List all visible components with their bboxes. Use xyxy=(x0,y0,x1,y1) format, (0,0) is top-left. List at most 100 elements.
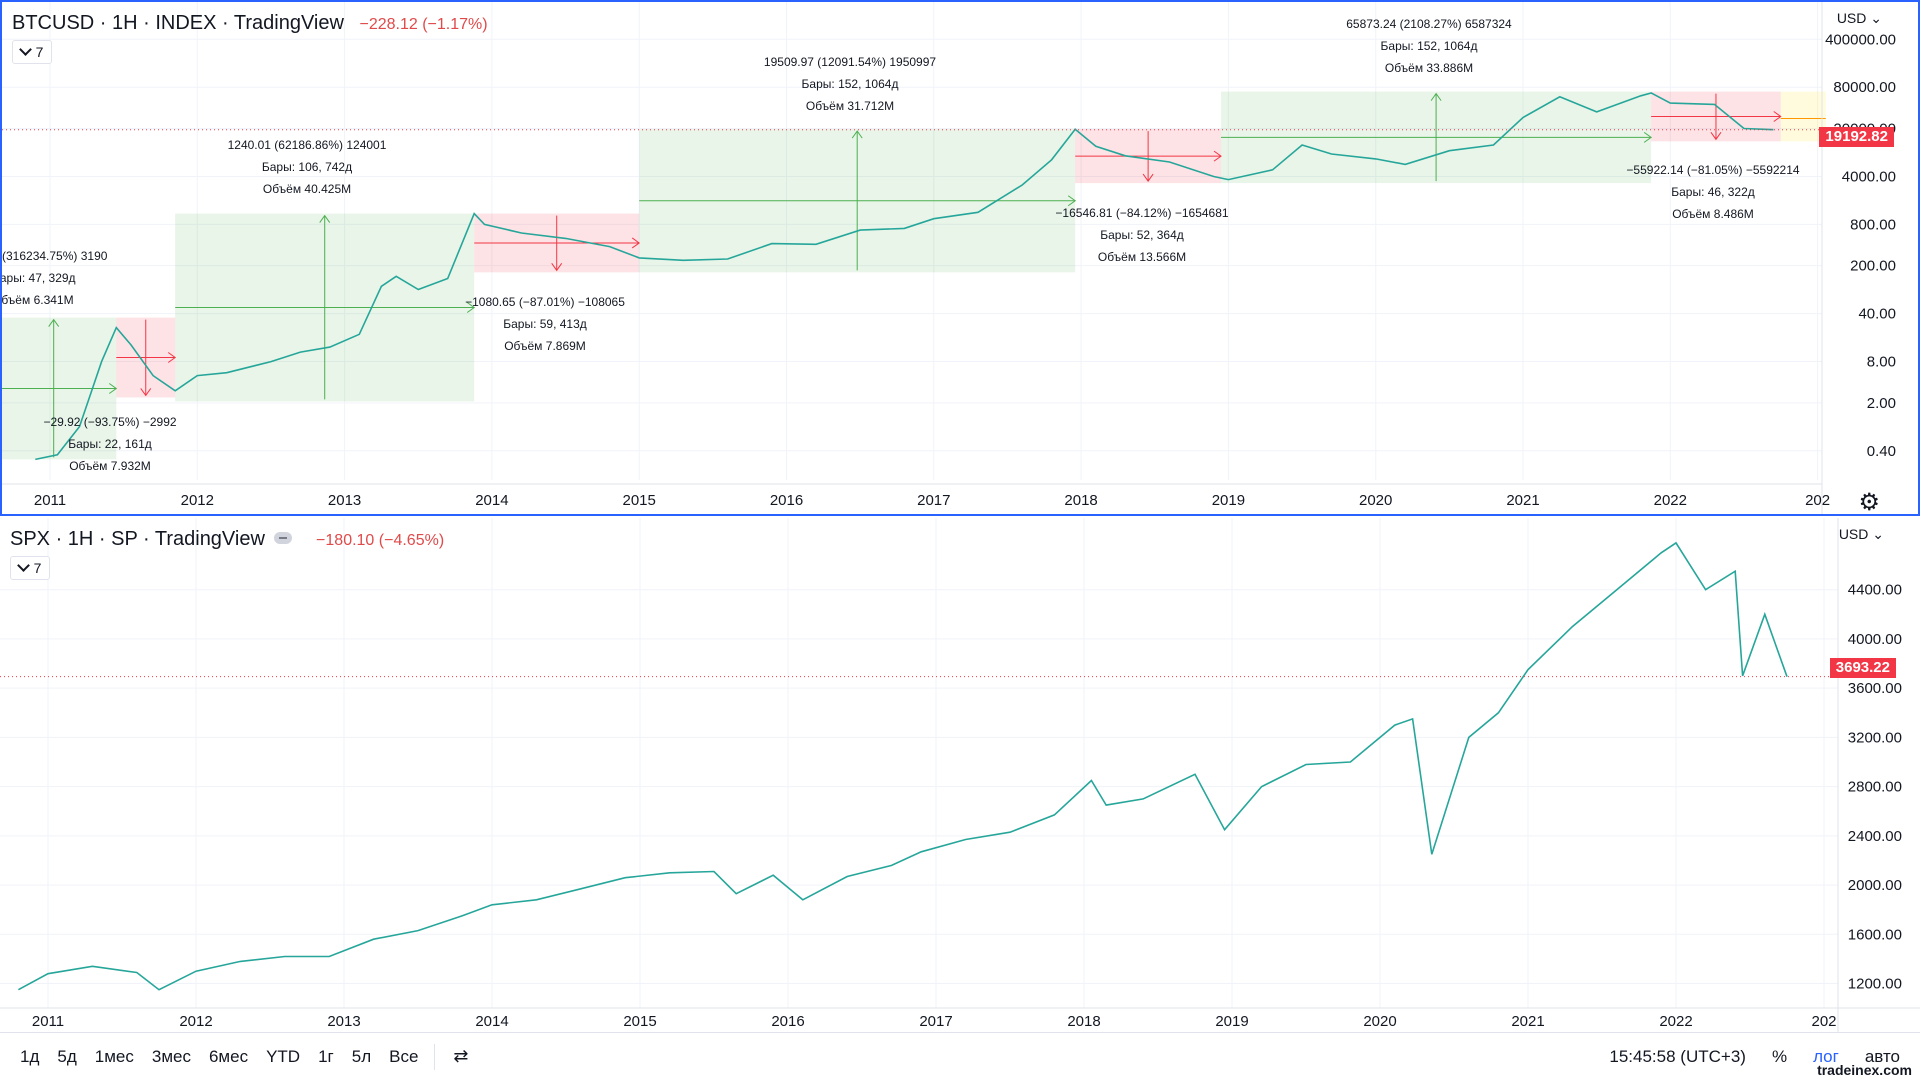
bottom-toolbar: 1д 5д 1мес 3мес 6мес YTD 1г 5л Все ⇄ 15:… xyxy=(0,1032,1920,1080)
chevron-down-icon xyxy=(16,559,30,572)
spx-x-tick: 2012 xyxy=(179,1013,212,1030)
btc-measure-label: Бары: 59, 413д xyxy=(503,317,587,331)
btc-x-tick: 2013 xyxy=(328,492,361,509)
spx-x-tick: 202 xyxy=(1811,1013,1836,1030)
btc-measure-label: Бары: 106, 742д xyxy=(262,160,352,174)
btc-range-arrow xyxy=(108,383,118,394)
btc-range-arrow xyxy=(1213,150,1222,162)
timeframe-1y[interactable]: 1г xyxy=(318,1046,334,1066)
btc-measure-label: Бары: 22, 161д xyxy=(68,437,152,451)
btc-indicators-count: 7 xyxy=(35,44,44,60)
btc-range-arrow xyxy=(1067,195,1077,207)
percent-scale-button[interactable]: % xyxy=(1771,1047,1788,1066)
btc-x-tick: 2015 xyxy=(623,492,656,509)
spx-legend: SPX · 1H · SP · TradingView −180.10 (−4.… xyxy=(10,528,444,551)
btc-legend: BTCUSD · 1H · INDEX · TradingView −228.1… xyxy=(12,12,488,35)
spx-symbol[interactable]: SPX · 1H · SP · TradingView xyxy=(10,528,265,550)
spx-change: −180.10 (−4.65%) xyxy=(316,532,445,549)
btc-range-arrow xyxy=(1142,173,1154,182)
settings-gear-icon[interactable]: ⚙ xyxy=(1858,489,1880,516)
spx-y-tick: 3200.00 xyxy=(1848,729,1902,746)
timeframe-6m[interactable]: 6мес xyxy=(208,1046,249,1066)
btc-measure-label: 19509.97 (12091.54%) 1950997 xyxy=(764,55,936,69)
btc-x-tick: 2017 xyxy=(917,492,950,509)
btc-measure-label: Объём 13.566M xyxy=(1098,250,1186,264)
timeframe-1d[interactable]: 1д xyxy=(20,1046,40,1066)
btc-y-tick: 4000.00 xyxy=(1842,168,1896,185)
spx-x-tick: 2013 xyxy=(327,1013,360,1030)
btc-y-tick: 200.00 xyxy=(1850,258,1896,275)
btc-current-box xyxy=(1780,91,1826,142)
btc-x-tick: 202 xyxy=(1805,492,1830,509)
spx-indicators-toggle[interactable]: 7 xyxy=(10,556,50,580)
log-scale-button[interactable]: лог xyxy=(1813,1047,1839,1066)
btc-measure-label: −55922.14 (−81.05%) −5592214 xyxy=(1626,163,1799,177)
btc-x-tick: 2012 xyxy=(181,492,214,509)
btc-measure-label: −16546.81 (−84.12%) −1654681 xyxy=(1055,206,1228,220)
spx-y-tick: 4000.00 xyxy=(1848,631,1902,648)
btc-measure-label: 65873.24 (2108.27%) 6587324 xyxy=(1346,17,1512,31)
btc-range-arrow xyxy=(631,237,641,249)
btc-price-tag: 19192.82 xyxy=(1819,127,1894,147)
btc-y-tick: 0.40 xyxy=(1867,443,1896,460)
btc-price-series xyxy=(35,92,1774,461)
btc-y-tick: 400000.00 xyxy=(1825,31,1896,48)
auto-scale-button[interactable]: авто xyxy=(1864,1047,1900,1066)
clock-time[interactable]: 15:45:58 (UTC+3) xyxy=(1609,1047,1746,1066)
btc-y-tick: 80000.00 xyxy=(1833,79,1896,96)
spx-x-tick: 2022 xyxy=(1659,1013,1692,1030)
timeframe-all[interactable]: Все xyxy=(389,1046,419,1066)
btc-chart-svg[interactable]: 0 (316234.75%) 3190 Бары: 47, 329д Объём 6… xyxy=(2,2,1918,514)
spx-currency-button[interactable]: USD ⌄ xyxy=(1838,526,1884,542)
btc-y-tick: 2.00 xyxy=(1867,395,1896,412)
btc-measure-label: Бары: 46, 322д xyxy=(1671,185,1755,199)
btc-range-arrow xyxy=(551,263,563,272)
btc-measure-label: −29.92 (−93.75%) −2992 xyxy=(43,415,176,429)
spx-x-tick: 2014 xyxy=(475,1013,508,1030)
btc-range-arrow xyxy=(1430,92,1442,101)
spx-x-tick: 2021 xyxy=(1511,1013,1544,1030)
btc-measure-label: Объём 7.869M xyxy=(504,339,586,353)
btc-range-arrow xyxy=(1710,132,1722,141)
spx-x-tick: 2016 xyxy=(771,1013,804,1030)
btc-y-tick: 40.00 xyxy=(1858,306,1896,323)
date-range-icon[interactable]: ⇄ xyxy=(453,1046,469,1066)
btc-measure-label: Объём 7.932M xyxy=(69,459,151,473)
spx-indicators-count: 7 xyxy=(33,560,42,576)
spx-y-tick: 1200.00 xyxy=(1848,976,1902,993)
btc-range-arrow xyxy=(167,352,177,363)
btc-measure-label: Объём 6.341M xyxy=(2,293,74,307)
btc-measure-label: Объём 8.486M xyxy=(1672,207,1754,221)
btc-range-arrow xyxy=(851,130,863,139)
btc-x-tick: 2016 xyxy=(770,492,803,509)
btc-measure-label: Бары: 152, 1064д xyxy=(1381,39,1478,53)
btc-range-arrow xyxy=(466,302,476,313)
btc-range-arrow xyxy=(1643,131,1653,143)
hide-series-icon[interactable] xyxy=(274,532,292,544)
btc-indicators-toggle[interactable]: 7 xyxy=(12,40,52,64)
timeframe-5y[interactable]: 5л xyxy=(351,1046,372,1066)
timeframe-3m[interactable]: 3мес xyxy=(151,1046,191,1066)
timeframe-ytd[interactable]: YTD xyxy=(266,1046,301,1066)
btc-measure-label: 1240.01 (62186.86%) 124001 xyxy=(228,138,387,152)
timeframe-1m[interactable]: 1мес xyxy=(94,1046,134,1066)
btc-currency-button[interactable]: USD ⌄ xyxy=(1836,10,1882,26)
btc-symbol[interactable]: BTCUSD · 1H · INDEX · TradingView xyxy=(12,12,344,34)
spx-y-tick: 2800.00 xyxy=(1848,779,1902,796)
watermark: tradeinex.com xyxy=(1817,1062,1912,1078)
btc-measure-label: −1080.65 (−87.01%) −108065 xyxy=(465,295,625,309)
spx-price-tag: 3693.22 xyxy=(1829,658,1896,678)
spx-y-tick: 1600.00 xyxy=(1848,926,1902,943)
spx-x-tick: 2011 xyxy=(32,1013,64,1030)
btc-measure-label: Бары: 152, 1064д xyxy=(802,77,899,91)
toolbar-right: 15:45:58 (UTC+3) % лог авто xyxy=(1609,1033,1900,1081)
btc-chart-pane[interactable]: 0 (316234.75%) 3190 Бары: 47, 329д Объём 6… xyxy=(0,0,1920,516)
btc-x-tick: 2021 xyxy=(1506,492,1539,509)
btc-range-arrow xyxy=(319,214,331,223)
spx-y-tick: 2000.00 xyxy=(1848,877,1902,894)
btc-measure-label: Объём 33.886M xyxy=(1385,61,1473,75)
spx-chart-svg[interactable]: 2011 2012 2013 2014 2015 2016 2017 2018 2019 2020… xyxy=(0,518,1920,1032)
btc-range-arrow xyxy=(140,388,152,397)
spx-chart-pane[interactable]: 2011 2012 2013 2014 2015 2016 2017 2018 2019 2020… xyxy=(0,518,1920,1032)
timeframe-5d[interactable]: 5д xyxy=(57,1046,77,1066)
